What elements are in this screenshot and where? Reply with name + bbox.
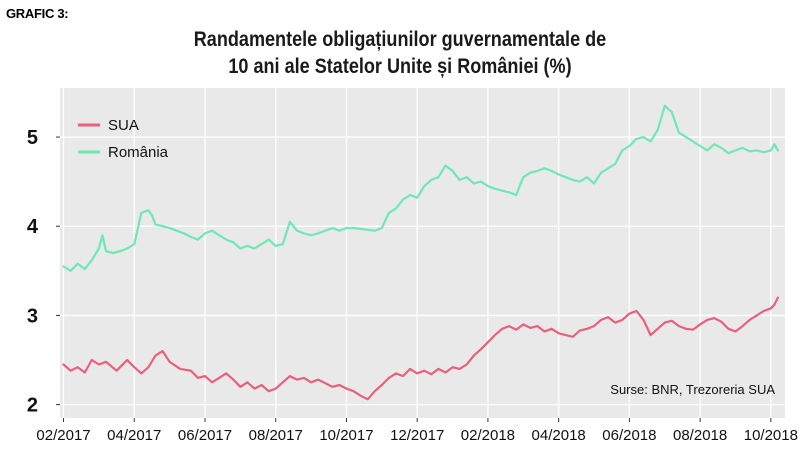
- x-tick-label: 06/2017: [178, 427, 232, 444]
- chart-title-line-1: Randamentele obligațiunilor guvernamenta…: [193, 28, 607, 51]
- plot-area: [60, 88, 785, 418]
- legend-label-sua: SUA: [108, 117, 139, 134]
- x-tick-label: 04/2018: [532, 427, 586, 444]
- legend: SUA România: [78, 117, 169, 161]
- x-tick-label: 10/2018: [744, 427, 798, 444]
- y-tick-label: 4: [27, 216, 39, 238]
- source-note: Surse: BNR, Trezoreria SUA: [610, 382, 775, 397]
- x-tick-label: 10/2017: [319, 427, 373, 444]
- x-tick-label: 04/2017: [107, 427, 161, 444]
- chart-title-line-2: 10 ani ale Statelor Unite și României (%…: [228, 55, 572, 78]
- x-tick-label: 12/2017: [390, 427, 444, 444]
- y-tick-label: 2: [27, 395, 38, 417]
- legend-label-romania: România: [108, 144, 169, 161]
- x-tick-label: 08/2018: [673, 427, 727, 444]
- chart-title: Randamentele obligațiunilor guvernamenta…: [56, 26, 744, 80]
- series-line-romania: [62, 104, 780, 272]
- y-tick-label: 5: [27, 127, 38, 149]
- x-tick-label: 06/2018: [602, 427, 656, 444]
- series-line-sua: [62, 296, 780, 401]
- x-tick-label: 02/2017: [36, 427, 90, 444]
- series-lines: [62, 104, 780, 401]
- axes: 02/2017 04/2017 06/2017 08/2017 10/2017 12/20…: [27, 127, 798, 444]
- figure-tag: GRAFIC 3:: [6, 6, 69, 21]
- grid-lines: [60, 88, 785, 418]
- y-tick-label: 3: [27, 305, 38, 327]
- x-tick-label: 02/2018: [461, 427, 515, 444]
- x-tick-label: 08/2017: [249, 427, 303, 444]
